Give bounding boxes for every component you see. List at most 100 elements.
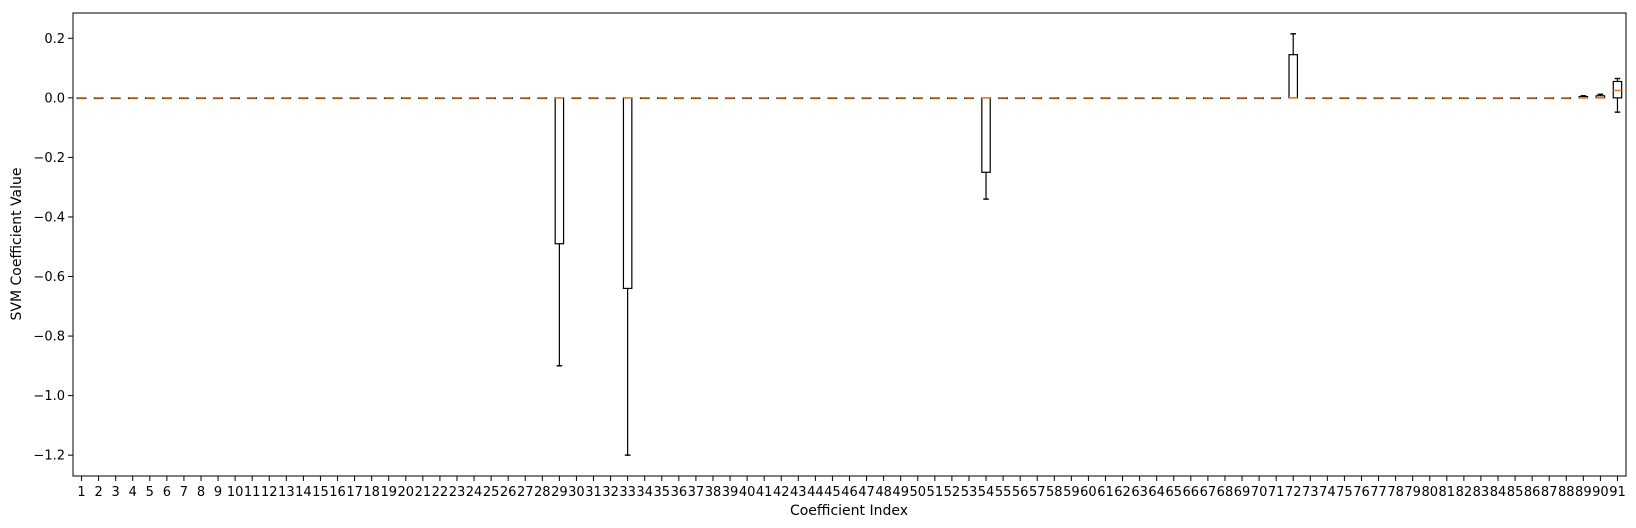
box-33: [622, 97, 633, 456]
box-66: [1186, 97, 1196, 100]
box-8: [196, 97, 206, 100]
x-tick-label: 91: [1609, 485, 1626, 500]
box-6: [162, 97, 172, 100]
box-26: [503, 97, 513, 100]
x-tick-label: 36: [671, 485, 688, 500]
box-51: [930, 97, 940, 100]
box-60: [1083, 97, 1094, 100]
x-tick-label: 29: [551, 485, 568, 500]
x-tick-label: 67: [1200, 485, 1217, 500]
y-tick-label: 0.2: [44, 32, 65, 47]
box-31: [588, 97, 599, 100]
box-91: [1612, 77, 1623, 113]
x-tick-label: 65: [1165, 485, 1182, 500]
box-63: [1134, 97, 1145, 100]
box-73: [1305, 97, 1316, 100]
x-tick-label: 52: [944, 485, 961, 500]
box-13: [281, 97, 292, 100]
x-tick-label: 16: [329, 485, 346, 500]
x-tick-label: 3: [112, 485, 120, 500]
box-67: [1203, 97, 1213, 100]
x-tick-label: 23: [449, 485, 466, 500]
x-tick-label: 48: [875, 485, 892, 500]
x-tick-label: 55: [995, 485, 1012, 500]
x-tick-label: 22: [432, 485, 449, 500]
box-43: [793, 97, 804, 100]
x-tick-label: 5: [146, 485, 154, 500]
x-tick-label: 40: [739, 485, 756, 500]
x-tick-label: 50: [909, 485, 926, 500]
x-tick-label: 31: [585, 485, 602, 500]
x-tick-label: 24: [466, 485, 483, 500]
x-tick-label: 77: [1370, 485, 1387, 500]
box-38: [708, 97, 718, 100]
box-39: [725, 97, 735, 100]
boxes: [76, 33, 1623, 456]
box-12: [264, 97, 275, 100]
x-tick-label: 30: [568, 485, 585, 500]
box-52: [947, 97, 957, 100]
x-tick-label: 46: [841, 485, 858, 500]
y-tick-label: −0.6: [33, 270, 65, 285]
x-tick-label: 26: [500, 485, 517, 500]
box-2: [93, 97, 104, 100]
box-86: [1527, 97, 1537, 100]
box-77: [1373, 97, 1384, 100]
x-tick-label: 53: [961, 485, 978, 500]
x-tick-label: 42: [773, 485, 790, 500]
box-23: [452, 97, 462, 100]
x-tick-label: 39: [722, 485, 739, 500]
y-tick-label: −1.2: [33, 449, 65, 464]
box-82: [1459, 97, 1469, 100]
x-tick-label: 85: [1507, 485, 1524, 500]
box-56: [1015, 97, 1025, 100]
x-tick-label: 87: [1541, 485, 1558, 500]
x-ticks: 1 2 3 4 5 6 7 8 9 10 11 12 13 14 15 16 17 18 19 20 21 22 23 24 2…: [77, 476, 1626, 500]
x-tick-label: 18: [363, 485, 380, 500]
box-20: [400, 97, 411, 100]
x-tick-label: 89: [1575, 485, 1592, 500]
box-30: [571, 97, 582, 100]
box-24: [469, 97, 479, 100]
x-tick-label: 84: [1490, 485, 1507, 500]
x-tick-label: 10: [227, 485, 244, 500]
box-18: [366, 97, 377, 100]
x-tick-label: 37: [688, 485, 705, 500]
x-tick-label: 20: [398, 485, 415, 500]
x-tick-label: 7: [180, 485, 188, 500]
box-76: [1356, 97, 1367, 100]
box-80: [1424, 97, 1435, 100]
box-27: [520, 97, 531, 100]
box-68: [1220, 97, 1230, 100]
box-3: [110, 97, 121, 100]
x-tick-label: 70: [1251, 485, 1268, 500]
x-tick-label: 51: [927, 485, 944, 500]
x-tick-label: 64: [1148, 485, 1165, 500]
box-21: [418, 97, 428, 100]
box-81: [1442, 97, 1452, 100]
x-tick-label: 57: [1029, 485, 1046, 500]
x-tick-label: 68: [1217, 485, 1234, 500]
box-47: [861, 97, 872, 100]
x-tick-label: 82: [1456, 485, 1473, 500]
box-37: [691, 97, 701, 100]
box-58: [1049, 97, 1060, 100]
x-tick-label: 15: [312, 485, 329, 500]
x-tick-label: 4: [129, 485, 137, 500]
x-tick-label: 80: [1421, 485, 1438, 500]
box-88: [1561, 97, 1572, 100]
box-15: [315, 97, 326, 100]
x-tick-label: 19: [380, 485, 397, 500]
x-tick-label: 88: [1558, 485, 1575, 500]
box-36: [674, 97, 684, 100]
x-tick-label: 75: [1336, 485, 1353, 500]
x-tick-label: 73: [1302, 485, 1319, 500]
x-tick-label: 74: [1319, 485, 1336, 500]
x-tick-label: 34: [636, 485, 653, 500]
x-tick-label: 54: [978, 485, 995, 500]
x-tick-label: 83: [1473, 485, 1490, 500]
box-55: [998, 97, 1008, 100]
plot-area: [73, 13, 1626, 476]
x-tick-label: 60: [1080, 485, 1097, 500]
